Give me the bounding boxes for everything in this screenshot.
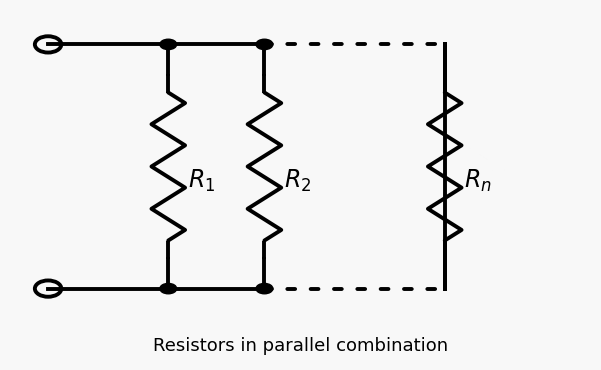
- Text: $R_1$: $R_1$: [188, 168, 215, 194]
- Text: $R_2$: $R_2$: [284, 168, 311, 194]
- Circle shape: [256, 283, 273, 294]
- Circle shape: [160, 39, 177, 50]
- Text: $R_n$: $R_n$: [464, 168, 492, 194]
- Circle shape: [160, 283, 177, 294]
- Text: Resistors in parallel combination: Resistors in parallel combination: [153, 337, 448, 355]
- Circle shape: [256, 39, 273, 50]
